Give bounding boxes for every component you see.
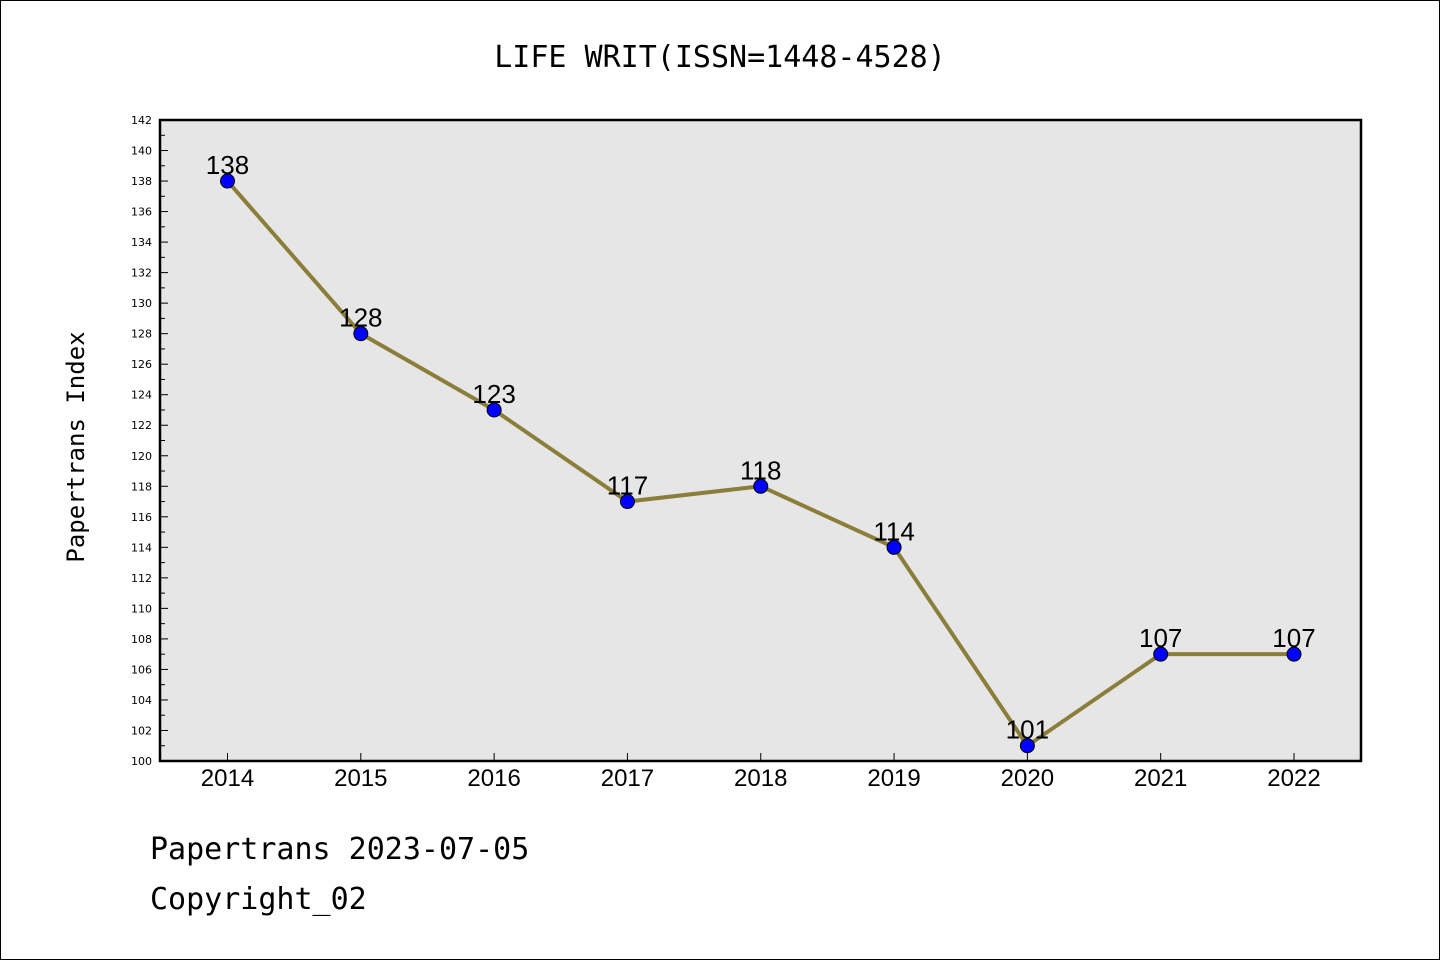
data-label: 101 bbox=[1006, 715, 1049, 745]
y-tick-label: 128 bbox=[131, 328, 152, 341]
y-tick-label: 110 bbox=[131, 602, 152, 615]
y-tick-label: 122 bbox=[131, 419, 152, 432]
data-label: 138 bbox=[206, 150, 249, 180]
y-tick-label: 130 bbox=[131, 297, 152, 310]
x-tick-label: 2022 bbox=[1267, 765, 1320, 792]
data-label: 128 bbox=[339, 303, 382, 333]
y-tick-label: 114 bbox=[131, 541, 152, 554]
y-tick-label: 104 bbox=[131, 694, 152, 707]
y-tick-label: 138 bbox=[131, 175, 152, 188]
y-tick-label: 100 bbox=[131, 755, 152, 768]
data-point bbox=[220, 173, 235, 189]
plot-border bbox=[158, 118, 1363, 763]
data-label: 117 bbox=[607, 471, 648, 501]
chart-title: LIFE WRIT(ISSN=1448-4528) bbox=[494, 40, 946, 75]
y-tick-label: 116 bbox=[131, 511, 152, 524]
footer-copyright: Copyright_02 bbox=[150, 882, 367, 917]
x-tick-label: 2018 bbox=[734, 765, 787, 792]
data-label: 107 bbox=[1139, 623, 1182, 653]
x-tick-label: 2017 bbox=[601, 765, 654, 792]
y-tick-label: 108 bbox=[131, 633, 152, 646]
data-labels: 138 128 123 117 118 114 101 107 107 bbox=[206, 150, 1316, 745]
y-tick-label: 136 bbox=[131, 206, 152, 219]
x-tick-label: 2016 bbox=[467, 765, 520, 792]
data-point bbox=[1286, 646, 1302, 662]
data-label: 123 bbox=[472, 379, 515, 409]
x-tick-label: 2014 bbox=[201, 765, 254, 792]
x-tick-label: 2021 bbox=[1134, 765, 1187, 792]
y-tick-label: 120 bbox=[131, 450, 152, 463]
y-tick-label: 134 bbox=[131, 236, 152, 249]
data-point bbox=[619, 494, 635, 510]
data-point bbox=[486, 402, 502, 418]
data-label: 107 bbox=[1272, 623, 1315, 653]
y-tick-label: 124 bbox=[131, 389, 152, 402]
y-tick-label: 140 bbox=[131, 145, 152, 158]
y-tick-label: 118 bbox=[131, 480, 152, 493]
data-point bbox=[1019, 738, 1035, 754]
y-tick-label: 106 bbox=[131, 663, 152, 676]
data-point bbox=[1153, 646, 1169, 662]
footer-date: Papertrans 2023-07-05 bbox=[150, 832, 530, 867]
data-point bbox=[353, 326, 369, 342]
data-point bbox=[753, 478, 769, 494]
data-label: 118 bbox=[740, 455, 781, 485]
data-label: 114 bbox=[873, 516, 914, 546]
plot-area bbox=[160, 120, 1361, 761]
data-markers bbox=[220, 173, 1302, 754]
y-axis-ticks: 100 102 104 106 108 110 112 114 116 118 120 122 124 1… bbox=[131, 114, 168, 768]
x-axis-ticks: 2014 2015 2016 2017 2018 2019 2020 2021 2022 bbox=[201, 753, 1321, 792]
y-tick-label: 132 bbox=[131, 267, 152, 280]
y-tick-label: 142 bbox=[131, 114, 152, 127]
x-tick-label: 2020 bbox=[1001, 765, 1054, 792]
x-tick-label: 2019 bbox=[867, 765, 920, 792]
y-tick-label: 112 bbox=[131, 572, 152, 585]
y-tick-label: 126 bbox=[131, 358, 152, 371]
x-tick-label: 2015 bbox=[334, 765, 387, 792]
y-axis-label: Papertrans Index bbox=[62, 331, 90, 562]
y-tick-label: 102 bbox=[131, 724, 152, 737]
data-point bbox=[886, 539, 902, 555]
